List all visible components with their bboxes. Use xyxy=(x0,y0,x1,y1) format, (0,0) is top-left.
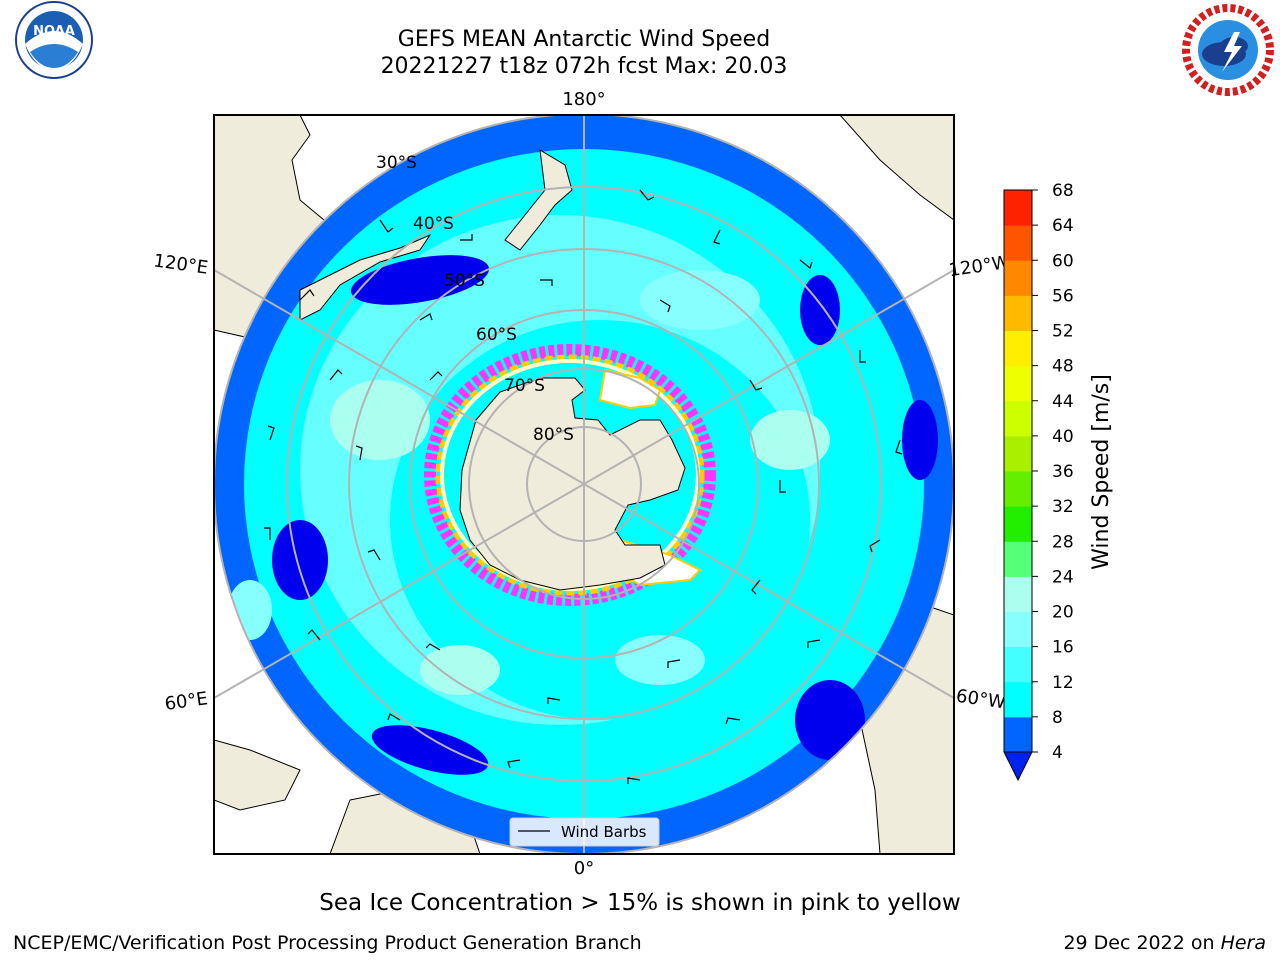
nws-logo xyxy=(1182,4,1274,96)
colorbar-tick-label: 64 xyxy=(1052,216,1074,236)
colorbar-bin xyxy=(1004,295,1032,331)
sea-ice-note: Sea Ice Concentration > 15% is shown in … xyxy=(319,890,961,916)
colorbar-bin xyxy=(1004,190,1032,226)
lat-label-70s: 70°S xyxy=(504,376,545,396)
colorbar-tick-label: 12 xyxy=(1052,673,1074,693)
colorbar-bin xyxy=(1004,471,1032,507)
colorbar-tick-label: 44 xyxy=(1052,392,1074,412)
noaa-logo: NOAA xyxy=(15,1,93,79)
colorbar-tick-label: 32 xyxy=(1052,497,1074,517)
colorbar-bin xyxy=(1004,541,1032,577)
wind-barbs xyxy=(264,189,903,784)
colorbar-bin xyxy=(1004,681,1032,718)
colorbar-tick-label: 52 xyxy=(1052,322,1074,342)
colorbar-under-arrow xyxy=(1003,751,1033,782)
legend-label: Wind Barbs xyxy=(561,823,647,841)
colorbar-tick-label: 60 xyxy=(1052,251,1074,271)
lon-label-60e: 60°E xyxy=(163,688,209,715)
graticule xyxy=(214,115,954,854)
legend: Wind Barbs xyxy=(509,817,660,847)
colorbar-tick-label: 16 xyxy=(1052,638,1074,658)
colorbar-tick-label: 20 xyxy=(1052,603,1074,623)
colorbar-bin xyxy=(1004,225,1032,261)
colorbar-bin xyxy=(1004,506,1032,542)
map-frame xyxy=(213,114,955,855)
colorbar-tick-label: 68 xyxy=(1052,181,1074,201)
colorbar-tick-label: 24 xyxy=(1052,567,1074,587)
credit-date: 29 Dec 2022 on Hera xyxy=(1063,932,1266,954)
colorbar-bin xyxy=(1004,260,1032,296)
plot-subtitle-forecast: 20221227 t18z 072h fcst Max: 20.03 xyxy=(380,54,788,79)
lat-label-50s: 50°S xyxy=(444,271,485,291)
colorbar-bin xyxy=(1004,716,1032,753)
colorbar-tick-label: 40 xyxy=(1052,427,1074,447)
lat-label-40s: 40°S xyxy=(413,214,454,234)
credit-date-text: 29 Dec 2022 on xyxy=(1063,932,1221,954)
colorbar-tick-label: 56 xyxy=(1052,286,1074,306)
lon-label-180: 180° xyxy=(562,89,605,110)
colorbar-tick-label: 36 xyxy=(1052,462,1074,482)
colorbar-bin xyxy=(1004,576,1032,612)
colorbar-bin xyxy=(1004,330,1032,367)
colorbar-bin xyxy=(1004,435,1032,472)
colorbar-tick-label: 8 xyxy=(1052,708,1063,728)
colorbar-bin xyxy=(1004,611,1032,648)
plot-title: GEFS MEAN Antarctic Wind Speed xyxy=(397,27,771,52)
colorbar-tick-label: 48 xyxy=(1052,357,1074,377)
lon-label-120e: 120°E xyxy=(152,250,209,278)
noaa-logo-text: NOAA xyxy=(33,24,75,39)
colorbar-bin xyxy=(1004,646,1032,683)
antarctica-landmass xyxy=(459,377,686,591)
colorbar-tick-label: 28 xyxy=(1052,532,1074,552)
credit-branch: NCEP/EMC/Verification Post Processing Pr… xyxy=(13,932,642,954)
lat-label-30s: 30°S xyxy=(376,153,417,173)
colorbar-bin xyxy=(1004,365,1032,402)
lon-label-0: 0° xyxy=(574,858,594,879)
lat-label-60s: 60°S xyxy=(476,325,517,345)
lat-label-80s: 80°S xyxy=(533,425,574,445)
credit-machine: Hera xyxy=(1220,932,1266,954)
colorbar-tick-label: 4 xyxy=(1052,743,1063,763)
lon-label-60w: 60°W xyxy=(955,686,1007,714)
colorbar-bin xyxy=(1004,400,1032,437)
colorbar-title: Wind Speed [m/s] xyxy=(1089,374,1114,570)
lon-label-120w: 120°W xyxy=(947,252,1011,281)
